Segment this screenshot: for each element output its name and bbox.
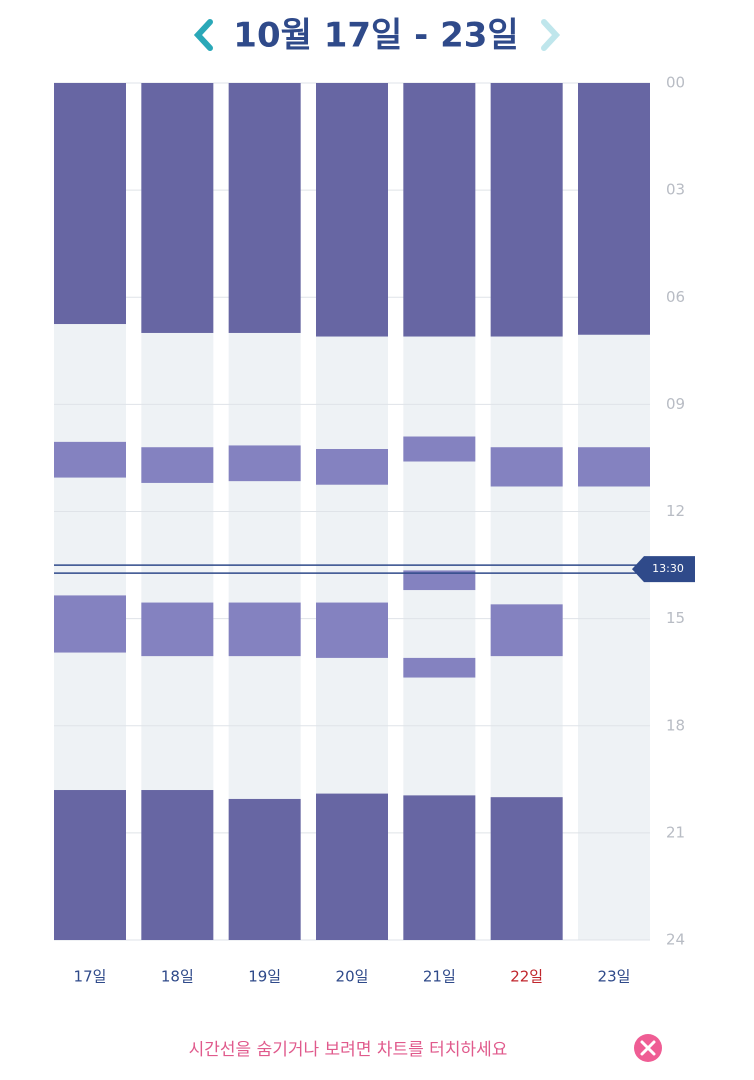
prev-arrow[interactable] <box>193 19 213 51</box>
sleep-segment <box>316 83 388 337</box>
x-tick-label: 18일 <box>161 968 194 986</box>
x-tick-label: 17일 <box>74 968 107 986</box>
next-arrow[interactable] <box>541 19 561 51</box>
y-tick-label: 24 <box>666 931 685 949</box>
sleep-segment <box>54 83 126 325</box>
sleep-segment <box>403 436 476 462</box>
close-icon <box>640 1040 656 1056</box>
sleep-segment <box>141 602 214 657</box>
time-tag <box>632 556 695 583</box>
chart-title: 10월 17일 - 23일 <box>233 16 518 56</box>
sleep-segment <box>54 441 126 478</box>
sleep-segment <box>316 449 388 485</box>
sleep-segment <box>403 570 476 591</box>
sleep-segment <box>228 83 301 333</box>
y-tick-label: 09 <box>666 395 685 413</box>
y-tick-label: 03 <box>666 181 685 199</box>
sleep-segment <box>578 447 650 487</box>
sleep-segment <box>141 447 214 483</box>
sleep-segment <box>141 83 214 333</box>
sleep-segment <box>54 790 126 940</box>
y-tick-label: 15 <box>666 609 685 627</box>
sleep-segment <box>490 604 563 657</box>
plot: 00 03 06 09 12 15 18 21 24 17일 18일 19일 20일 21일 22일 23일 1… <box>54 74 695 986</box>
sleep-segment <box>403 83 476 337</box>
x-tick-label: 21일 <box>423 968 456 986</box>
sleep-segment <box>403 795 476 940</box>
sleep-segment <box>578 83 650 335</box>
sleep-segment <box>490 447 563 487</box>
sleep-segment <box>316 602 388 658</box>
y-tick-label: 06 <box>666 288 685 306</box>
x-tick-label: 22일 <box>510 968 543 986</box>
y-tick-label: 12 <box>666 502 685 520</box>
y-tick-label: 18 <box>666 716 685 734</box>
sleep-segment <box>141 790 214 940</box>
sleep-segment <box>490 83 563 337</box>
x-tick-label: 20일 <box>336 968 369 986</box>
sleep-segment <box>490 797 563 940</box>
x-tick-label: 23일 <box>598 968 631 986</box>
x-tick-label: 19일 <box>248 968 281 986</box>
y-tick-label: 21 <box>666 823 685 841</box>
sleep-segment <box>403 657 476 678</box>
sleep-segment <box>316 793 388 940</box>
footer-hint: 시간선을 숨기거나 보려면 차트를 터치하세요 <box>189 1040 508 1060</box>
time-label: 13:30 <box>652 562 684 575</box>
sleep-segment <box>228 445 301 482</box>
sleep-segment <box>228 798 301 940</box>
sleep-segment <box>54 595 126 653</box>
sleep-segment <box>228 602 301 657</box>
y-tick-label: 00 <box>666 74 685 92</box>
